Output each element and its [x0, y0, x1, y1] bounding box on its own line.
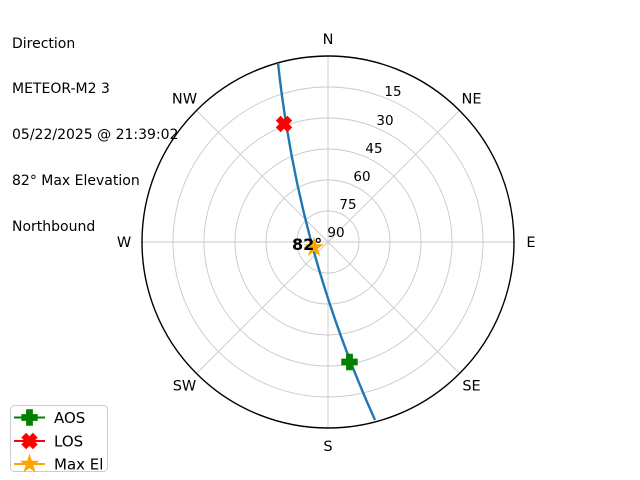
elevation-label-45: 45 — [365, 141, 382, 157]
compass-label-w: W — [117, 235, 131, 251]
azimuth-spoke-ne — [327, 110, 460, 243]
legend-label-aos: AOS — [54, 409, 85, 427]
legend-item-los: LOS — [14, 429, 83, 453]
elevation-label-60: 60 — [353, 169, 370, 185]
pass-direction: Northbound — [12, 219, 96, 236]
pass-timestamp: 05/22/2025 @ 21:39:02 — [12, 127, 179, 144]
satellite-name: METEOR-M2 3 — [12, 81, 110, 98]
polar-grid — [142, 56, 514, 428]
compass-label-nw: NW — [172, 92, 197, 108]
max-elevation-text: 82° Max Elevation — [12, 173, 140, 190]
legend-item-max-el: Max El — [14, 453, 103, 474]
legend-label-max-el: Max El — [54, 456, 103, 474]
azimuth-spoke-sw — [196, 241, 329, 374]
chart-title: Direction — [12, 35, 76, 52]
compass-label-se: SE — [462, 379, 480, 395]
compass-label-n: N — [323, 32, 334, 48]
legend-label-los: LOS — [54, 433, 83, 451]
legend-item-aos: AOS — [14, 409, 85, 427]
elevation-label-30: 30 — [376, 113, 393, 129]
elevation-label-90: 90 — [327, 225, 344, 241]
compass-label-ne: NE — [461, 92, 481, 108]
legend-box — [10, 405, 108, 472]
aos-marker-plus-icon — [341, 353, 358, 371]
elevation-label-75: 75 — [339, 197, 356, 213]
compass-label-s: S — [323, 439, 332, 455]
compass-labels: N NE E SE S SW W NW — [117, 32, 536, 455]
legend: AOS LOS Max El — [10, 405, 108, 474]
compass-label-sw: SW — [173, 379, 197, 395]
satellite-track — [276, 62, 377, 421]
elevation-label-15: 15 — [384, 84, 401, 100]
horizon-circle — [141, 55, 515, 429]
compass-label-e: E — [526, 235, 535, 251]
azimuth-spoke-se — [327, 241, 460, 374]
elevation-labels: 15 30 45 60 75 90 — [327, 84, 401, 241]
pass-info-header: Direction METEOR-M2 3 05/22/2025 @ 21:39… — [12, 6, 178, 251]
azimuth-spoke-nw — [196, 110, 329, 243]
max-el-annotation: 82° — [292, 235, 322, 254]
